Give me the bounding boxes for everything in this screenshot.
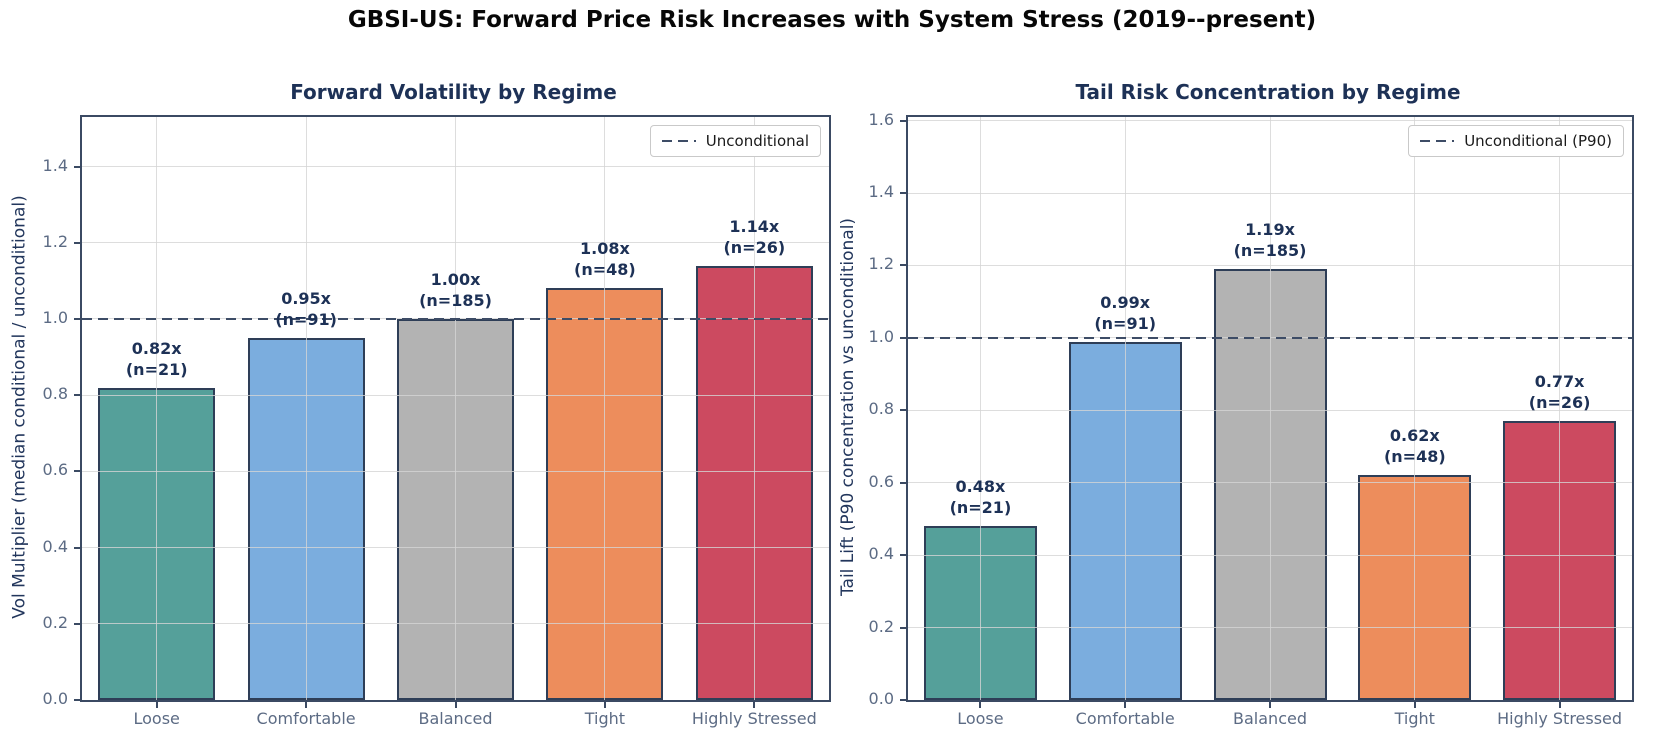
y-tick-mark xyxy=(900,192,906,195)
legend-label: Unconditional (P90) xyxy=(1464,132,1612,150)
bar-annotation: 0.95x (n=91) xyxy=(275,289,337,329)
y-tick-label: 0.2 xyxy=(868,616,894,636)
y-tick-mark xyxy=(74,317,80,320)
y-tick-label: 0.4 xyxy=(42,536,68,556)
y-tick-mark xyxy=(900,481,906,484)
x-tick-mark xyxy=(454,702,457,708)
gridline-v xyxy=(1124,117,1126,700)
x-tick-label: Loose xyxy=(957,709,1004,728)
y-tick-mark xyxy=(900,554,906,557)
x-tick-mark xyxy=(1413,702,1416,708)
bar-annotation: 0.62x (n=48) xyxy=(1383,426,1446,467)
y-tick-label: 1.0 xyxy=(868,326,894,346)
y-tick-label: 0.2 xyxy=(42,612,68,632)
dashed-line-icon xyxy=(661,140,696,142)
y-tick-label: 1.4 xyxy=(868,182,894,202)
x-tick-mark xyxy=(1269,702,1271,708)
gridline-v xyxy=(1414,117,1416,700)
y-tick-label: 1.2 xyxy=(42,231,68,251)
y-tick-mark xyxy=(900,626,906,629)
y-tick-label: 0.6 xyxy=(42,460,68,480)
y-tick-mark xyxy=(900,699,906,701)
y-tick-mark xyxy=(900,409,906,412)
chart-title-forward-volatility: Forward Volatility by Regime xyxy=(290,80,617,104)
plot-area-forward-volatility: 0.0 0.2 0.4 0.6 0.8 1.0 1.2 1.4 0.82x (n=21) Loose… xyxy=(43,115,831,728)
x-tick-label: Highly Stressed xyxy=(691,709,817,728)
x-tick-label: Loose xyxy=(133,709,180,728)
y-tick-label: 1.0 xyxy=(42,307,68,327)
gridline-v xyxy=(455,117,456,700)
bar-annotation: 0.82x (n=21) xyxy=(125,338,188,379)
x-tick-label: Balanced xyxy=(1233,709,1307,728)
y-tick-mark xyxy=(74,470,80,473)
y-tick-label: 0.4 xyxy=(868,544,894,564)
y-tick-label: 1.2 xyxy=(868,254,894,274)
y-tick-label: 0.8 xyxy=(42,384,68,404)
x-tick-label: Balanced xyxy=(418,709,493,728)
y-axis-label-left-chart: Vol Multiplier (median conditional / unc… xyxy=(2,115,38,698)
x-tick-mark xyxy=(1124,702,1127,708)
x-tick-label: Comfortable xyxy=(256,709,356,728)
gridline-v xyxy=(1559,117,1561,700)
y-tick-label: 1.4 xyxy=(42,155,68,175)
reference-line xyxy=(908,336,1632,339)
y-tick-mark xyxy=(74,394,80,397)
x-tick-label: Tight xyxy=(1394,709,1435,728)
dashed-line-icon xyxy=(1420,140,1455,142)
figure-title: GBSI-US: Forward Price Risk Increases wi… xyxy=(347,7,1317,33)
legend: Unconditional xyxy=(649,125,821,157)
x-tick-label: Comfortable xyxy=(1075,709,1175,728)
y-tick-mark xyxy=(900,264,906,267)
x-tick-mark xyxy=(1558,702,1561,708)
x-tick-label: Tight xyxy=(584,709,626,728)
gridline-v xyxy=(305,117,307,700)
x-tick-mark xyxy=(305,702,308,708)
y-tick-mark xyxy=(74,241,80,244)
bar-annotation: 1.08x (n=48) xyxy=(574,239,636,280)
x-tick-mark xyxy=(979,702,982,708)
gridline-v xyxy=(753,117,755,700)
y-tick-mark xyxy=(900,119,906,122)
y-tick-mark xyxy=(74,622,80,625)
x-tick-mark xyxy=(603,702,606,708)
y-tick-label: 1.6 xyxy=(868,109,894,129)
chart-title-tail-risk: Tail Risk Concentration by Regime xyxy=(1075,80,1461,104)
bar-annotation: 1.14x (n=26) xyxy=(723,216,786,257)
y-tick-label: 0.6 xyxy=(868,471,894,491)
bar-annotation: 0.77x (n=26) xyxy=(1528,372,1591,413)
y-tick-mark xyxy=(900,336,906,339)
x-tick-mark xyxy=(753,702,756,708)
y-tick-label: 0.8 xyxy=(868,399,894,419)
x-tick-mark xyxy=(155,702,158,708)
legend-label: Unconditional xyxy=(705,132,809,150)
plot-area-tail-risk: 0.0 0.2 0.4 0.6 0.8 1.0 1.2 1.4 1.6 0.48x (n=21) Lo… xyxy=(869,110,1634,728)
y-tick-label: 0.0 xyxy=(868,689,894,708)
bar-annotation: 1.00x (n=185) xyxy=(419,269,492,310)
reference-line xyxy=(82,317,829,320)
bar-annotation: 1.19x (n=185) xyxy=(1233,220,1307,261)
bar-annotation: 0.48x (n=21) xyxy=(949,477,1012,518)
y-tick-mark xyxy=(74,699,80,701)
gridline-v xyxy=(1269,117,1271,700)
gridline-v xyxy=(979,117,981,700)
y-tick-mark xyxy=(74,165,80,168)
x-tick-label: Highly Stressed xyxy=(1497,709,1623,728)
bar-annotation: 0.99x (n=91) xyxy=(1094,292,1157,333)
y-tick-label: 0.0 xyxy=(42,689,68,708)
y-tick-mark xyxy=(74,546,80,549)
legend: Unconditional (P90) xyxy=(1408,125,1624,157)
gridline-v xyxy=(604,117,606,700)
gridline-v xyxy=(156,117,158,700)
